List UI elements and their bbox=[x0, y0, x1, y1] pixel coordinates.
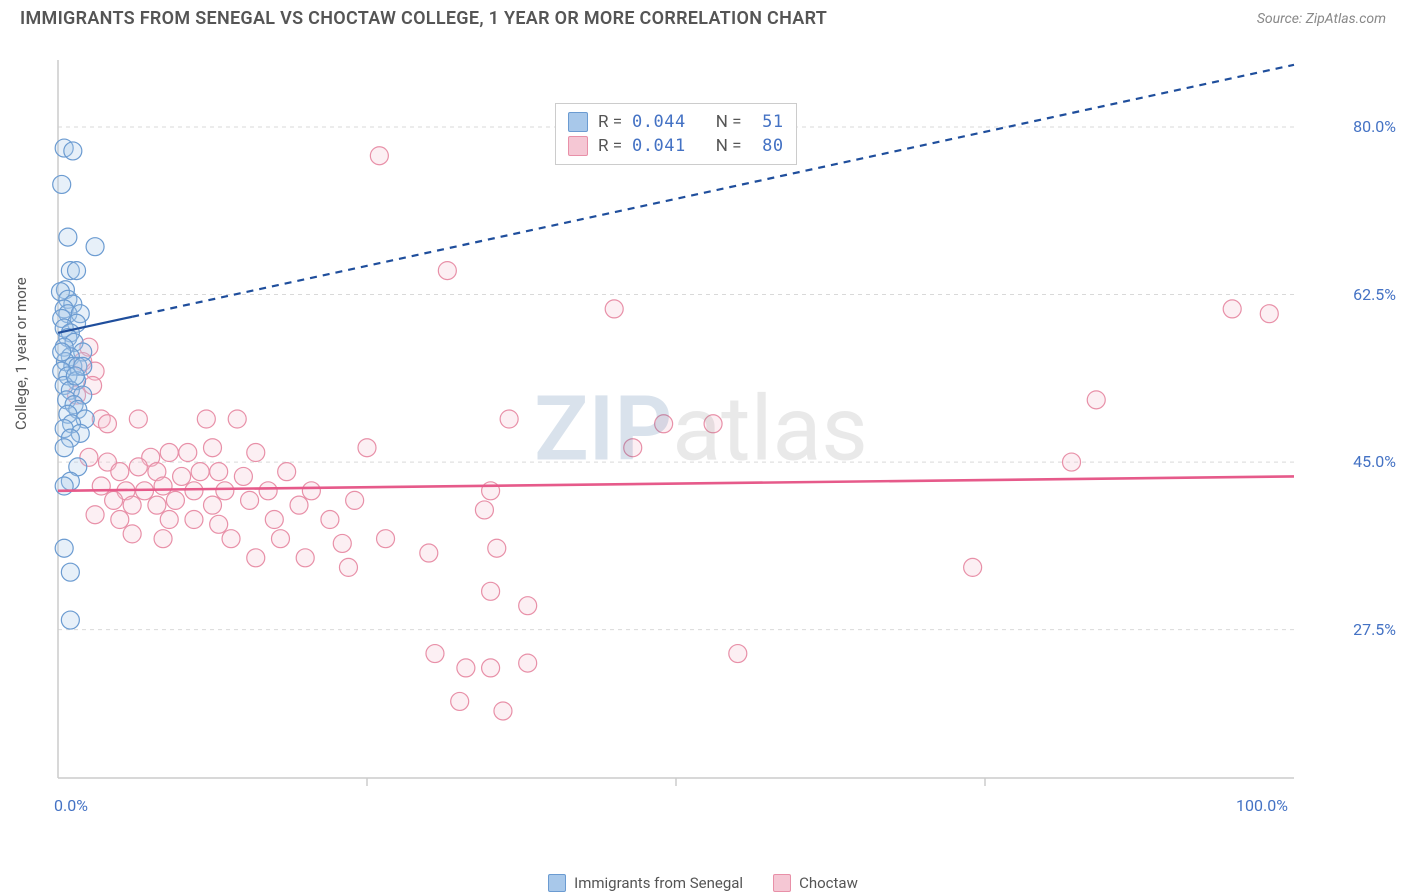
title-bar: IMMIGRANTS FROM SENEGAL VS CHOCTAW COLLE… bbox=[0, 0, 1406, 29]
stats-n-label: N = bbox=[716, 112, 742, 132]
y-tick-label: 45.0% bbox=[1353, 452, 1396, 471]
source-label: Source: ZipAtlas.com bbox=[1257, 11, 1386, 27]
stats-legend-row: R = 0.041 N = 80 bbox=[568, 134, 784, 158]
legend-label: Immigrants from Senegal bbox=[574, 874, 743, 892]
legend-item: Choctaw bbox=[773, 874, 858, 892]
stats-legend: R = 0.044 N = 51 R = 0.041 N = 80 bbox=[555, 103, 797, 165]
stats-r-value: 0.044 bbox=[632, 112, 686, 132]
y-axis-label: College, 1 year or more bbox=[12, 277, 30, 430]
stats-swatch bbox=[568, 136, 588, 156]
legend-label: Choctaw bbox=[799, 874, 858, 892]
stats-legend-row: R = 0.044 N = 51 bbox=[568, 110, 784, 134]
stats-n-label: N = bbox=[716, 136, 742, 156]
x-tick-label: 100.0% bbox=[1236, 796, 1288, 815]
legend-swatch bbox=[548, 874, 566, 892]
chart-area: ZIPatlas R =0.044N = 51R =0.041N = 80 bbox=[50, 48, 1352, 820]
stats-r-label: R = bbox=[598, 136, 622, 156]
stats-r-label: R = bbox=[598, 112, 622, 132]
legend-item: Immigrants from Senegal bbox=[548, 874, 743, 892]
chart-title: IMMIGRANTS FROM SENEGAL VS CHOCTAW COLLE… bbox=[20, 8, 827, 29]
stats-n-value: 51 bbox=[751, 112, 783, 132]
x-tick-label: 0.0% bbox=[54, 796, 88, 815]
legend-swatch bbox=[773, 874, 791, 892]
stats-r-value: 0.041 bbox=[632, 136, 686, 156]
bottom-legend: Immigrants from Senegal Choctaw bbox=[0, 874, 1406, 892]
y-tick-label: 62.5% bbox=[1353, 285, 1396, 304]
y-tick-label: 80.0% bbox=[1353, 117, 1396, 136]
stats-n-value: 80 bbox=[751, 136, 783, 156]
y-tick-label: 27.5% bbox=[1353, 620, 1396, 639]
stats-swatch bbox=[568, 112, 588, 132]
